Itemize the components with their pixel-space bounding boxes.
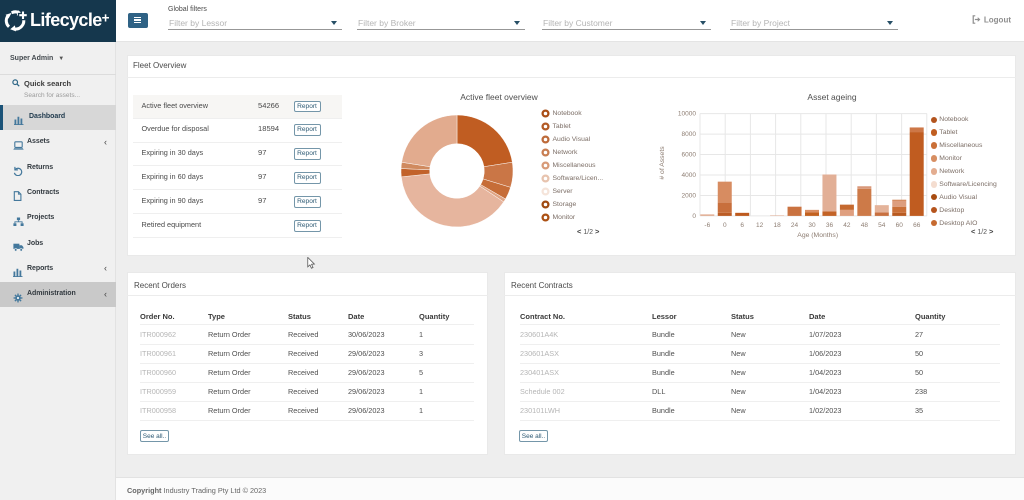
svg-text:18: 18 [773, 222, 781, 229]
svg-text:# of Assets: # of Assets [659, 146, 666, 180]
svg-text:Age (Months): Age (Months) [797, 232, 838, 239]
svg-text:0: 0 [692, 213, 696, 220]
svg-text:24: 24 [791, 222, 799, 229]
svg-text:4000: 4000 [682, 172, 697, 179]
svg-text:0: 0 [723, 222, 727, 229]
svg-text:8000: 8000 [682, 131, 697, 138]
svg-text:10000: 10000 [678, 111, 696, 118]
svg-text:-6: -6 [704, 222, 710, 229]
svg-text:6: 6 [740, 222, 744, 229]
svg-text:6000: 6000 [682, 152, 697, 159]
svg-text:2000: 2000 [682, 192, 697, 199]
svg-text:66: 66 [913, 222, 921, 229]
svg-text:60: 60 [896, 222, 904, 229]
svg-text:48: 48 [861, 222, 869, 229]
svg-text:42: 42 [843, 222, 851, 229]
svg-text:12: 12 [756, 222, 764, 229]
svg-text:30: 30 [808, 222, 816, 229]
svg-text:54: 54 [878, 222, 886, 229]
svg-text:36: 36 [826, 222, 834, 229]
